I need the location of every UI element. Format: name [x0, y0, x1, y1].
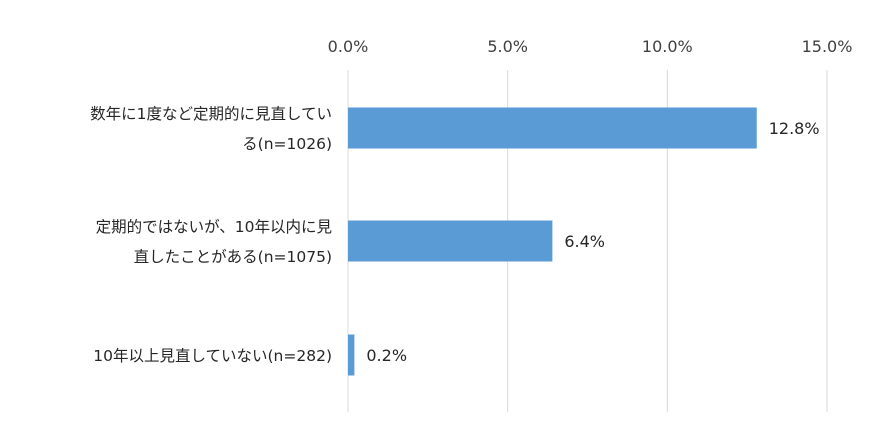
tick-label: 15.0% [802, 37, 853, 56]
tick-label: 5.0% [487, 37, 528, 56]
category-label: 定期的ではないが、10年以内に見 [96, 218, 332, 236]
category-label: 直したことがある(n=1075) [134, 248, 332, 266]
bar [348, 334, 355, 376]
tick-label: 0.0% [328, 37, 369, 56]
category-label: る(n=1026) [242, 135, 332, 153]
category-label: 数年に1度など定期的に見直してい [90, 105, 332, 123]
category-label: 10年以上見直していない(n=282) [93, 347, 332, 365]
data-label: 0.2% [366, 346, 407, 365]
bar [348, 220, 553, 262]
data-label: 12.8% [769, 119, 820, 138]
bar [348, 107, 757, 149]
tick-label: 10.0% [642, 37, 693, 56]
data-label: 6.4% [564, 232, 605, 251]
